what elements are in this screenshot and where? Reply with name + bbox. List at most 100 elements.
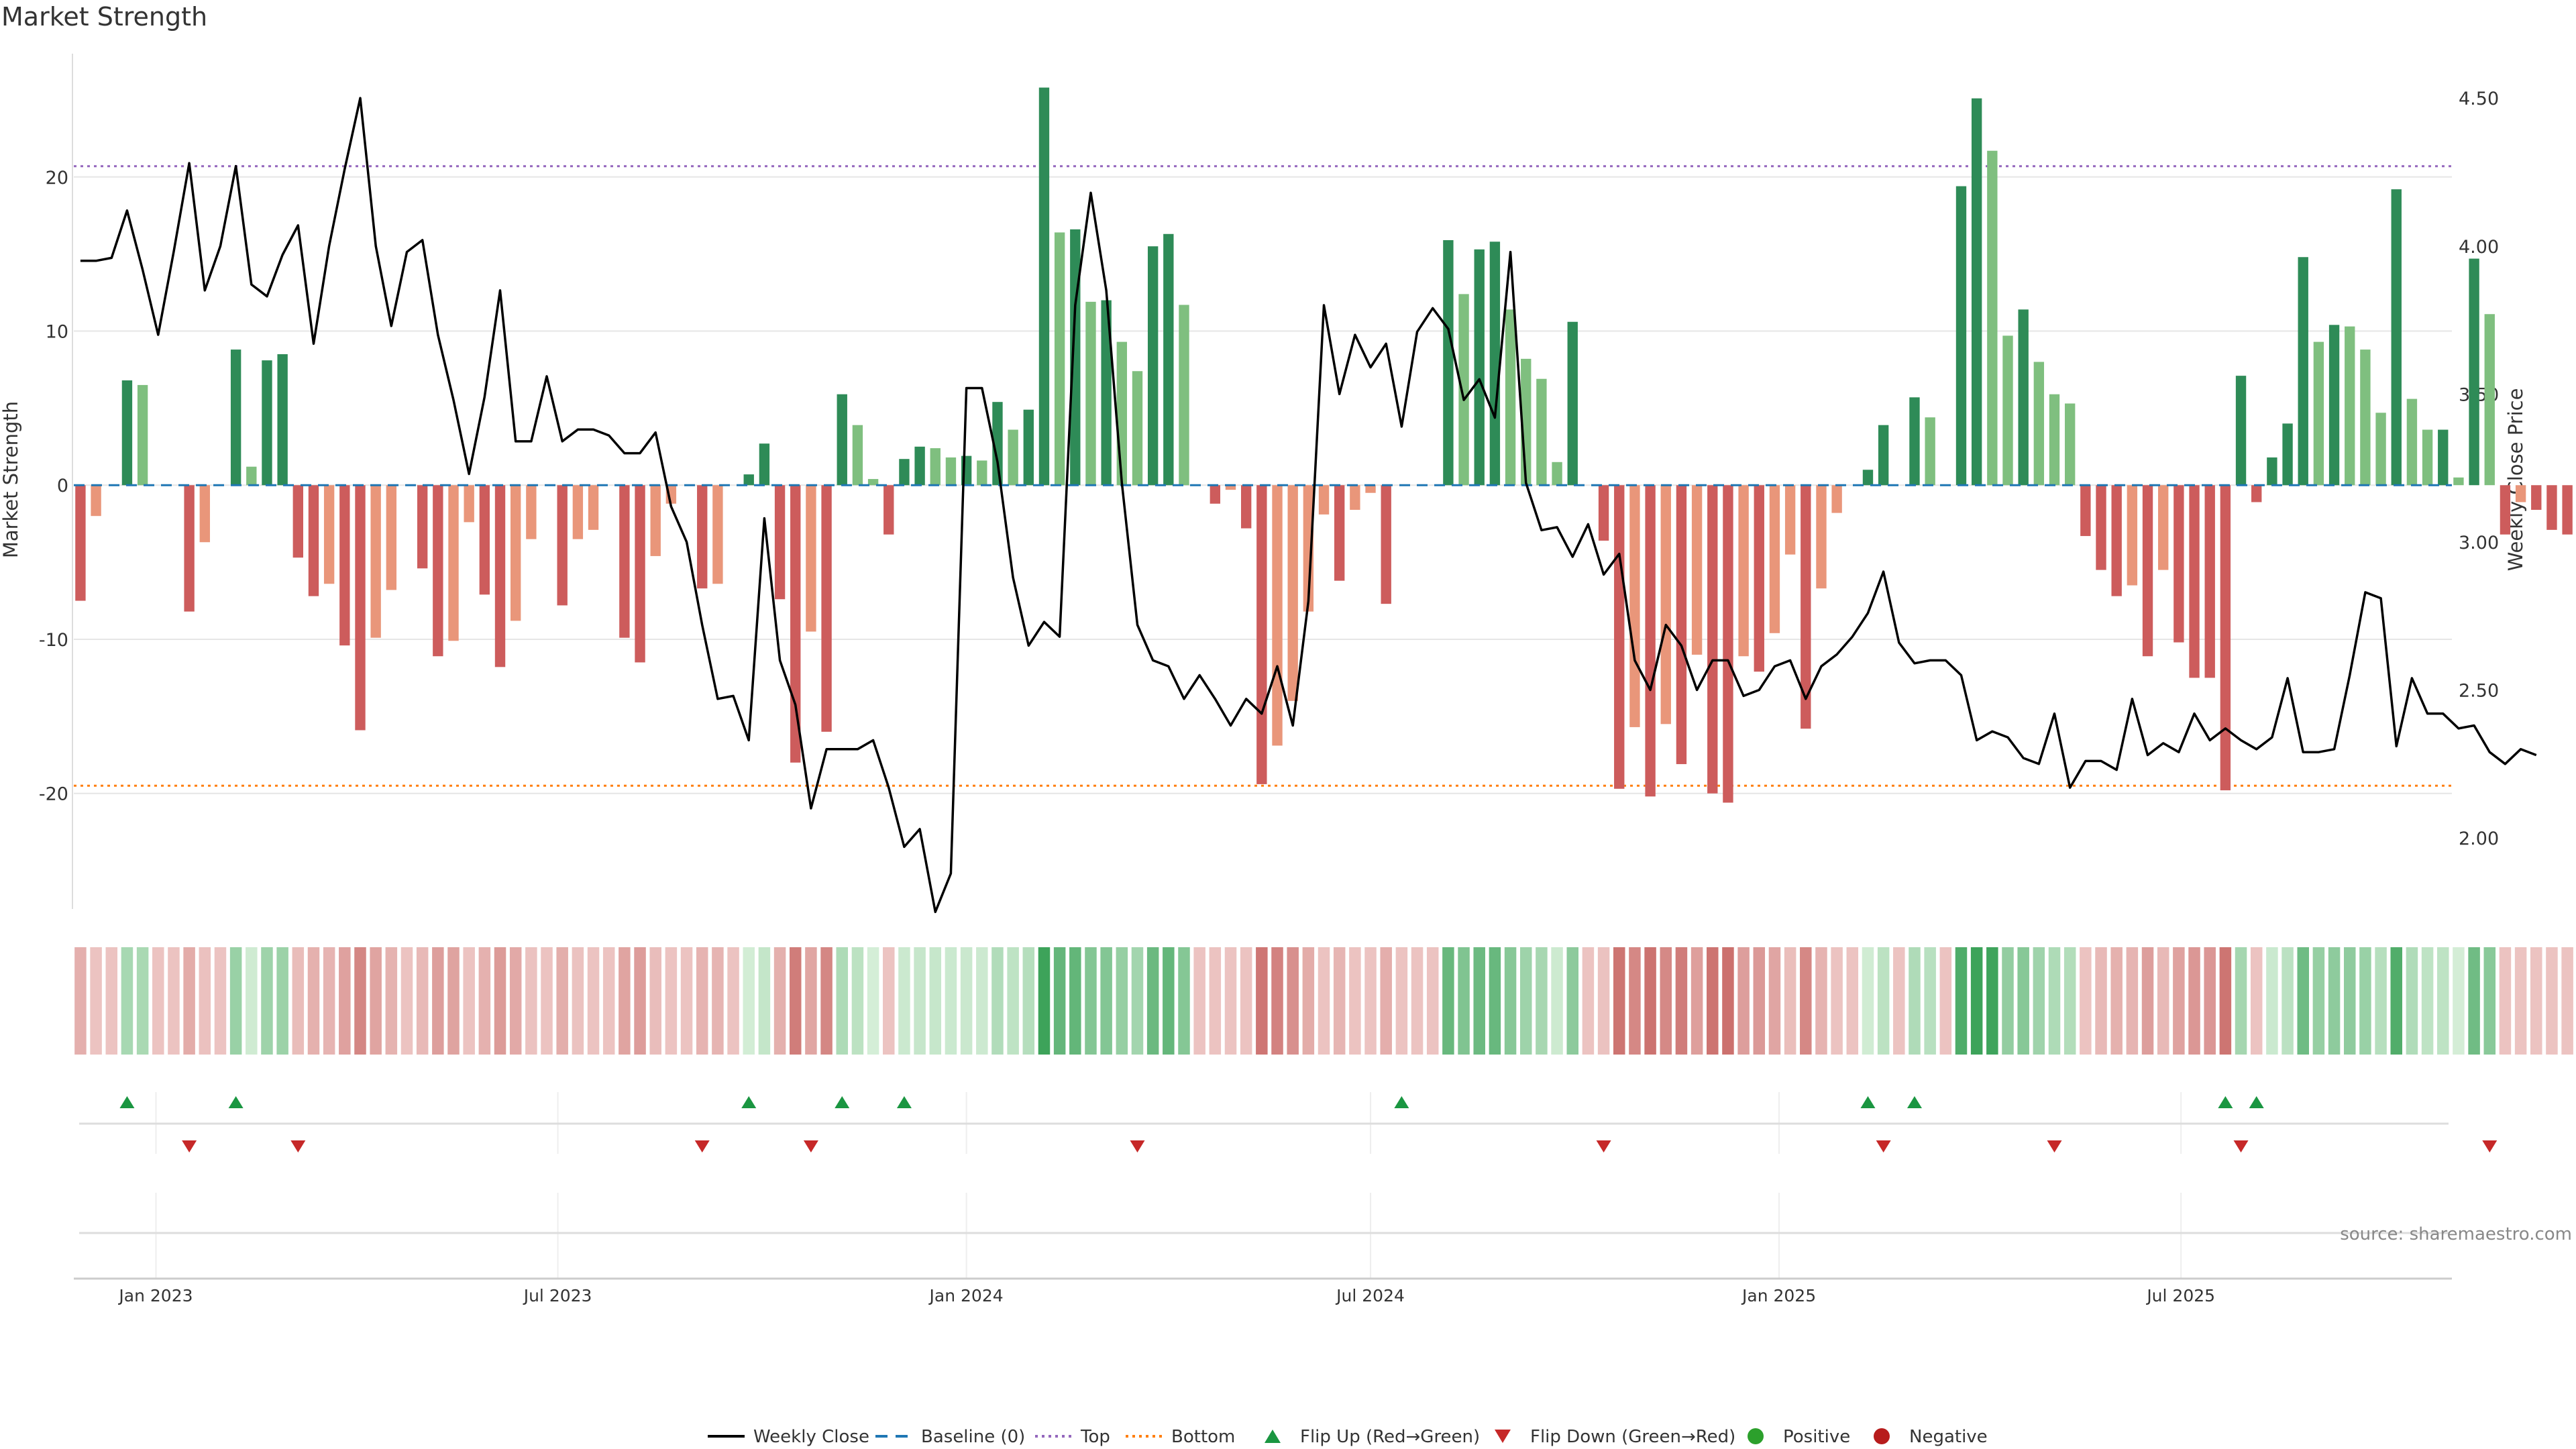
heat-cell: [2312, 947, 2325, 1055]
strength-bar: [2111, 485, 2122, 596]
legend-swatch: [1265, 1430, 1281, 1443]
strength-bar: [2220, 485, 2231, 791]
heat-cell: [1955, 947, 1968, 1055]
flip-down-marker: [1596, 1140, 1611, 1152]
strength-bar: [867, 479, 879, 486]
strength-bar: [1862, 470, 1874, 486]
strength-bar: [2406, 398, 2418, 486]
heat-cell: [1784, 947, 1796, 1055]
heat-cell: [1256, 947, 1268, 1055]
x-tick-label: Jul 2025: [2145, 1286, 2215, 1305]
strength-bar: [464, 485, 474, 523]
heat-cell: [1551, 947, 1563, 1055]
heat-cell: [105, 947, 118, 1055]
heat-cell: [2328, 947, 2341, 1055]
heat-cell: [1862, 947, 1874, 1055]
strength-bar: [1676, 485, 1687, 765]
heat-cell: [1722, 947, 1734, 1055]
strength-bar: [1831, 485, 1842, 513]
flip-down-marker: [290, 1140, 306, 1152]
strength-bar: [2127, 485, 2138, 586]
heat-cell: [2514, 947, 2527, 1055]
flip-up-marker: [741, 1096, 757, 1108]
heat-cell: [1209, 947, 1222, 1055]
heat-cell: [2343, 947, 2356, 1055]
flip-down-marker: [2047, 1140, 2062, 1152]
weekly-close-line: [80, 97, 2537, 914]
strength-bar: [1971, 98, 1982, 486]
strength-bar: [308, 485, 319, 596]
strength-bar: [2096, 485, 2106, 570]
strength-bar: [1334, 485, 1345, 581]
strength-bar: [2158, 485, 2169, 570]
heat-cell: [2095, 947, 2107, 1055]
flip-down-marker: [2482, 1140, 2498, 1152]
strength-bar: [1801, 485, 1811, 729]
heat-cell: [1131, 947, 1144, 1055]
heat-cell: [883, 947, 895, 1055]
heat-cell: [572, 947, 584, 1055]
strength-bar: [1023, 409, 1034, 486]
strength-bar: [1925, 417, 1935, 486]
legend-item-positive: Positive: [1748, 1427, 1850, 1447]
heat-cell: [2530, 947, 2542, 1055]
heat-cell: [2250, 947, 2263, 1055]
flip-up-marker: [2218, 1096, 2233, 1108]
heat-cell: [447, 947, 460, 1055]
strength-bar: [1054, 232, 1065, 486]
heat-cell: [1800, 947, 1812, 1055]
strength-bar: [386, 485, 397, 590]
heat-cell: [136, 947, 149, 1055]
heat-cell: [307, 947, 320, 1055]
heat-cell: [1707, 947, 1719, 1055]
strength-bar: [2546, 485, 2557, 530]
heat-cell: [2483, 947, 2496, 1055]
heat-cell: [1473, 947, 1485, 1055]
legend-item-weekly-close: Weekly Close: [708, 1427, 869, 1447]
heat-cell: [867, 947, 879, 1055]
strength-bar: [806, 485, 816, 632]
flip-up-marker: [1907, 1096, 1922, 1108]
heat-cell: [1613, 947, 1625, 1055]
strength-bar: [2204, 485, 2215, 678]
heat-cell: [1053, 947, 1066, 1055]
flip-down-marker: [694, 1140, 710, 1152]
strength-bar: [1909, 397, 1920, 486]
x-tick-label: Jan 2023: [117, 1286, 193, 1305]
strength-bar: [774, 485, 786, 600]
legend-item-flip-up: Flip Up (Red→Green): [1265, 1427, 1480, 1447]
strength-bar: [930, 448, 941, 486]
strength-bar: [977, 460, 987, 486]
heat-cell: [229, 947, 242, 1055]
heat-cell: [183, 947, 195, 1055]
strength-bar: [852, 425, 863, 486]
strength-bar: [277, 354, 288, 486]
strength-bar: [2391, 189, 2402, 486]
strength-bar: [230, 350, 241, 486]
legend-label: Baseline (0): [921, 1427, 1025, 1447]
heat-cell: [1458, 947, 1470, 1055]
strength-bar: [1458, 294, 1469, 486]
heat-cell: [2002, 947, 2014, 1055]
heat-cell: [246, 947, 258, 1055]
strength-bar: [899, 459, 910, 486]
legend-item-baseline: Baseline (0): [875, 1427, 1025, 1447]
heat-cell: [370, 947, 382, 1055]
strength-bar: [1629, 485, 1640, 727]
heat-cell: [1318, 947, 1330, 1055]
left-axis-ticks: 20 10 0 -10 -20: [39, 168, 68, 805]
strength-bar: [1598, 485, 1609, 541]
heat-cell: [354, 947, 366, 1055]
heat-cell: [2421, 947, 2434, 1055]
heat-cell: [1753, 947, 1766, 1055]
chart-title: Market Strength: [1, 2, 207, 32]
strength-bar: [1691, 485, 1703, 655]
heat-cell: [2141, 947, 2154, 1055]
strength-bar: [1955, 186, 1967, 486]
legend-item-negative: Negative: [1874, 1427, 1988, 1447]
flip-up-marker: [1860, 1096, 1876, 1108]
strength-bar: [712, 485, 723, 584]
strength-bar: [2484, 314, 2495, 486]
heat-cell: [1939, 947, 1952, 1055]
legend: Weekly Close Baseline (0) Top Bottom Flip Up…: [708, 1427, 1988, 1447]
